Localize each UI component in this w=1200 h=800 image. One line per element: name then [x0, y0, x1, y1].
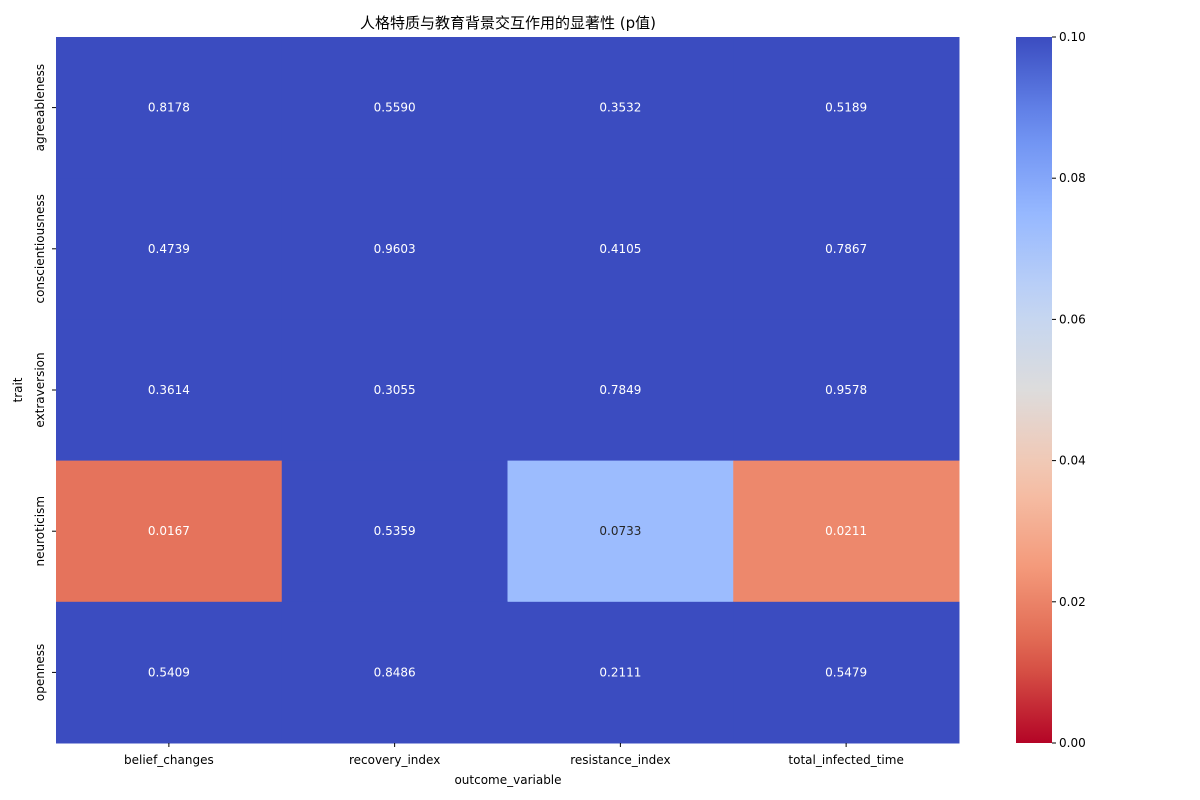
- cell-value-label: 0.3614: [148, 383, 190, 397]
- cell-value-label: 0.4739: [148, 242, 190, 256]
- cell-value-label: 0.2111: [599, 665, 641, 679]
- heatmap-cell: [56, 460, 283, 603]
- heatmap-cells: [56, 37, 960, 744]
- x-axis-ticks: belief_changes recovery_index resistance_i…: [124, 743, 904, 767]
- heatmap-cell: [507, 319, 734, 462]
- colorbar-tick-label: 0.04: [1059, 454, 1086, 468]
- cell-value-label: 0.5409: [148, 665, 190, 679]
- cell-value-label: 0.8486: [374, 665, 416, 679]
- cell-value-label: 0.7849: [599, 383, 641, 397]
- heatmap-cell: [281, 460, 508, 603]
- cell-value-label: 0.5479: [825, 665, 867, 679]
- cell-value-label: 0.7867: [825, 242, 867, 256]
- cell-value-label: 0.9578: [825, 383, 867, 397]
- heatmap-cell: [281, 37, 508, 179]
- chart-title: 人格特质与教育背景交互作用的显著性 (p值): [360, 14, 656, 32]
- cell-value-label: 0.0211: [825, 524, 867, 538]
- heatmap-cell: [507, 178, 734, 320]
- cell-value-label: 0.4105: [599, 242, 641, 256]
- y-tick-label: openness: [33, 644, 47, 701]
- heatmap-cell: [507, 460, 734, 603]
- cell-value-label: 0.5359: [374, 524, 416, 538]
- heatmap-cell: [733, 460, 960, 603]
- y-tick-label: conscientiousness: [33, 194, 47, 303]
- heatmap-cell: [733, 178, 960, 320]
- colorbar-tick-label: 0.02: [1059, 595, 1086, 609]
- colorbar-tick-label: 0.06: [1059, 312, 1086, 326]
- x-axis-label: outcome_variable: [454, 773, 561, 787]
- heatmap-cell: [733, 37, 960, 179]
- heatmap-cell-labels: 0.8178 0.5590 0.3532 0.5189 0.4739 0.9603 0.41…: [148, 101, 867, 680]
- colorbar-tick-label: 0.08: [1059, 171, 1086, 185]
- cell-value-label: 0.0733: [599, 524, 641, 538]
- heatmap-cell: [733, 601, 960, 744]
- y-axis-ticks: agreeableness conscientiousness extraversi…: [33, 64, 56, 701]
- colorbar-tick-label: 0.00: [1059, 736, 1086, 750]
- heatmap-cell: [56, 37, 283, 179]
- y-tick-label: neuroticism: [33, 496, 47, 567]
- heatmap-cell: [507, 601, 734, 744]
- cell-value-label: 0.3532: [599, 101, 641, 115]
- cell-value-label: 0.3055: [374, 383, 416, 397]
- x-tick-label: belief_changes: [124, 753, 214, 767]
- cell-value-label: 0.5590: [374, 101, 416, 115]
- x-tick-label: total_infected_time: [788, 753, 903, 767]
- heatmap-cell: [56, 178, 283, 320]
- heatmap-cell: [56, 319, 283, 462]
- y-axis-label: trait: [11, 377, 25, 402]
- colorbar-tick-label: 0.10: [1059, 30, 1086, 44]
- colorbar-gradient: [1016, 37, 1052, 743]
- colorbar: 0.00 0.02 0.04 0.06 0.08 0.10: [1016, 30, 1086, 750]
- x-tick-label: recovery_index: [349, 753, 440, 767]
- y-tick-label: extraversion: [33, 352, 47, 427]
- cell-value-label: 0.0167: [148, 524, 190, 538]
- cell-value-label: 0.5189: [825, 101, 867, 115]
- cell-value-label: 0.8178: [148, 101, 190, 115]
- y-tick-label: agreeableness: [33, 64, 47, 152]
- heatmap-cell: [281, 601, 508, 744]
- heatmap-cell: [281, 178, 508, 320]
- colorbar-ticks: 0.00 0.02 0.04 0.06 0.08 0.10: [1052, 30, 1086, 750]
- heatmap-cell: [733, 319, 960, 462]
- heatmap-cell: [507, 37, 734, 179]
- heatmap-cell: [56, 601, 283, 744]
- heatmap-cell: [281, 319, 508, 462]
- x-tick-label: resistance_index: [570, 753, 670, 767]
- cell-value-label: 0.9603: [374, 242, 416, 256]
